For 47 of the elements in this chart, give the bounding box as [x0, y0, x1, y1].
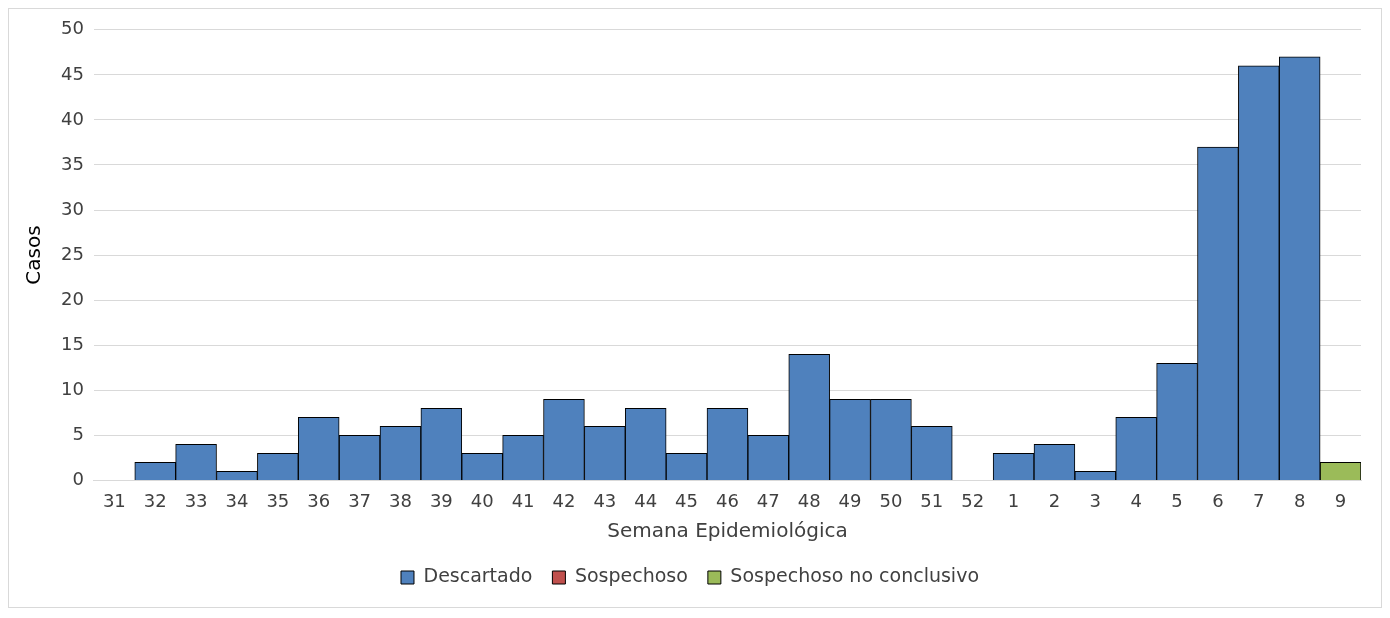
x-tick-label: 9	[1334, 489, 1347, 511]
x-tick-label: 50	[879, 489, 903, 511]
x-tick-label: 32	[143, 489, 167, 511]
x-tick-label: 31	[102, 489, 126, 511]
legend-label: Descartado	[423, 564, 533, 587]
x-tick-label: 1	[1007, 489, 1020, 511]
y-tick-label: 40	[61, 107, 84, 129]
x-tick-label: 40	[470, 489, 494, 511]
x-tick-label: 41	[511, 489, 535, 511]
x-tick-label: 35	[266, 489, 290, 511]
y-tick-label: 50	[61, 17, 84, 39]
legend-label: Sospechoso no conclusivo	[730, 564, 980, 587]
x-tick-label: 3	[1089, 489, 1102, 511]
x-tick-label: 2	[1048, 489, 1061, 511]
x-axis-title: Semana Epidemiológica	[607, 518, 848, 543]
x-tick-label: 42	[552, 489, 576, 511]
x-tick-label: 49	[838, 489, 862, 511]
x-tick-label: 38	[389, 489, 412, 511]
y-tick-label: 10	[61, 377, 84, 399]
x-tick-label: 36	[307, 489, 331, 511]
x-tick-label: 52	[961, 489, 985, 511]
x-tick-label: 39	[429, 489, 453, 511]
y-tick-label: 15	[61, 332, 84, 354]
y-tick-label: 20	[61, 287, 84, 309]
x-tick-label: 34	[225, 489, 249, 511]
x-tick-label: 47	[756, 489, 780, 511]
x-tick-label: 44	[634, 489, 658, 511]
y-tick-label: 0	[72, 468, 84, 490]
y-tick-label: 30	[61, 197, 84, 219]
y-tick-label: 35	[61, 152, 84, 174]
legend-label: Sospechoso	[574, 564, 688, 587]
x-tick-label: 33	[184, 489, 208, 511]
y-tick-label: 25	[61, 242, 84, 264]
x-tick-label: 37	[348, 489, 372, 511]
x-tick-label: 51	[920, 489, 944, 511]
x-tick-label: 48	[797, 489, 821, 511]
x-tick-label: 4	[1130, 489, 1142, 511]
x-tick-label: 8	[1293, 489, 1306, 511]
y-tick-label: 5	[72, 423, 84, 445]
x-tick-label: 5	[1171, 489, 1183, 511]
x-tick-label: 6	[1212, 489, 1224, 511]
x-tick-label: 45	[675, 489, 699, 511]
x-tick-label: 46	[716, 489, 739, 511]
y-tick-label: 45	[61, 62, 84, 84]
y-axis-title: Casos	[21, 225, 46, 285]
x-tick-label: 7	[1253, 489, 1265, 511]
x-tick-label: 43	[593, 489, 617, 511]
